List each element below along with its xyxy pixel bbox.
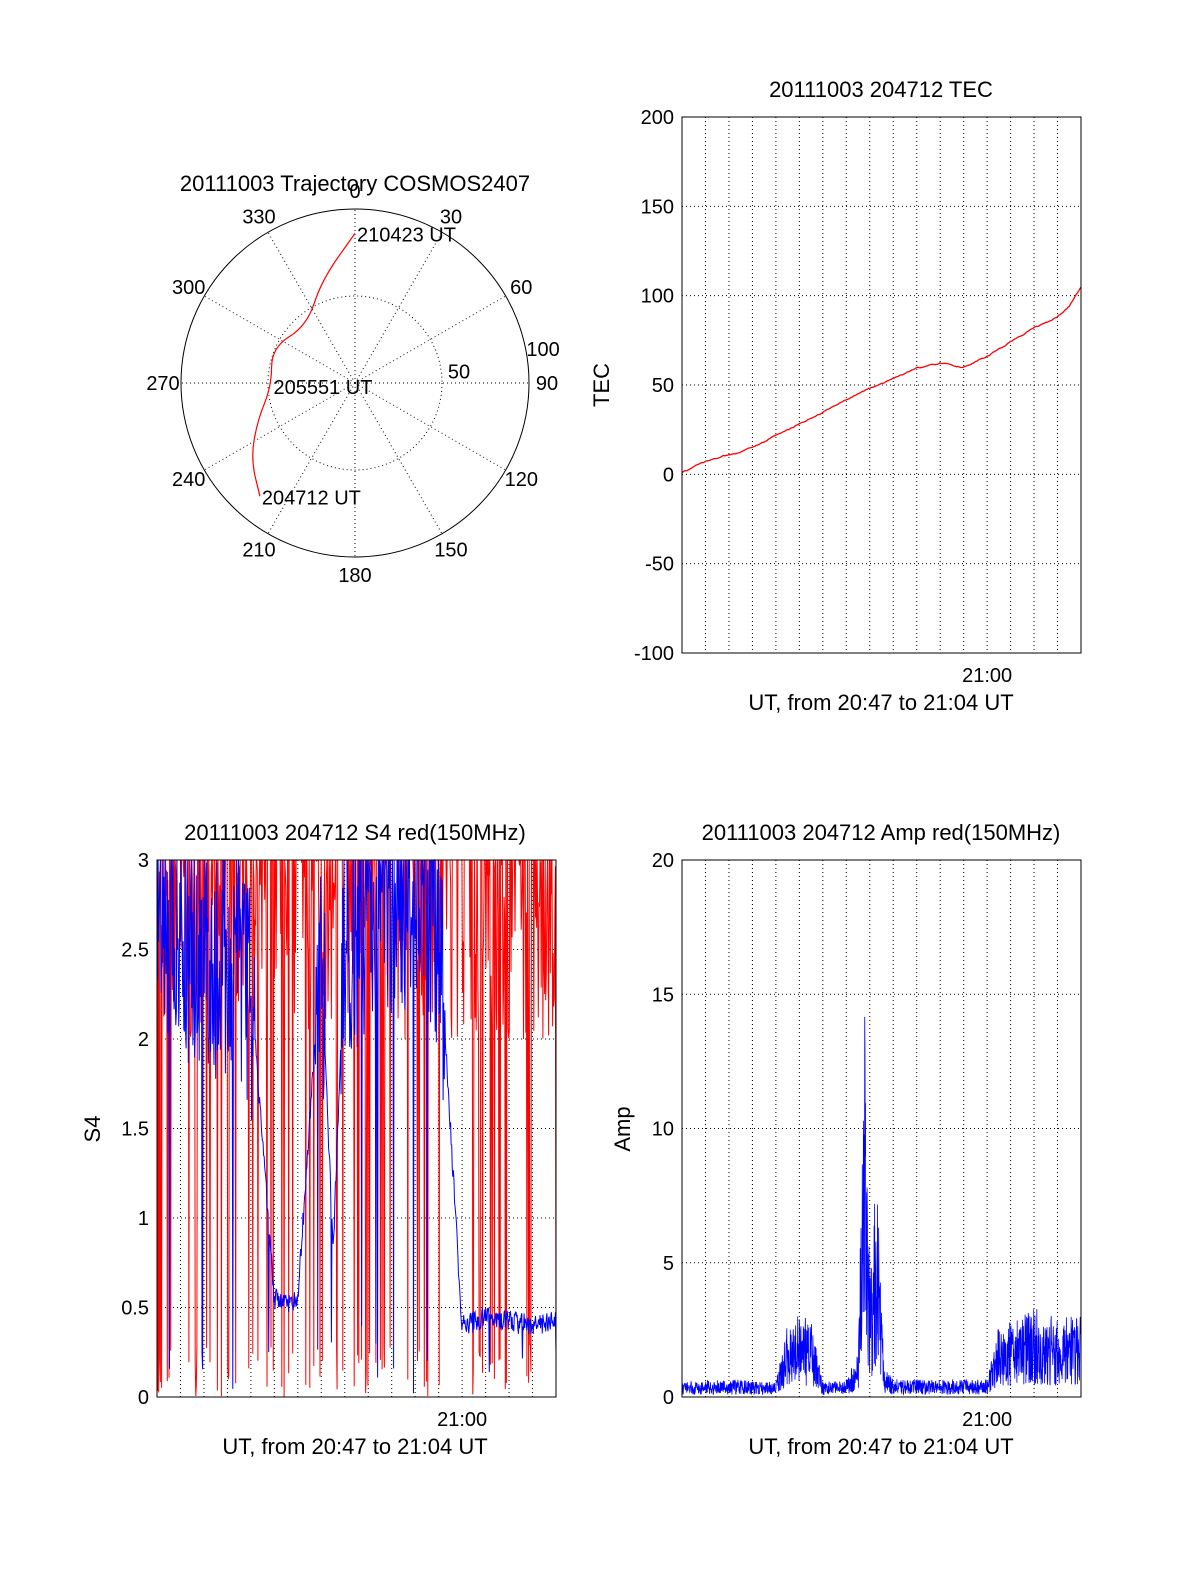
trajectory-annotation: 205551 UT (274, 377, 373, 399)
polar-spoke (354, 232, 443, 384)
trajectory-annotations: 210423 UT 205551 UT 204712 UT (262, 224, 456, 509)
amp-series (681, 1016, 1082, 1396)
amp-xlabel: UT, from 20:47 to 21:04 UT (748, 1434, 1013, 1459)
amp-title: 20111003 204712 Amp red(150MHz) (702, 820, 1061, 845)
polar-spoke (354, 382, 506, 471)
amp-ylabel: Amp (610, 1106, 635, 1151)
polar-spoke (267, 232, 356, 384)
tec-ylabel: TEC (589, 363, 614, 407)
zenith-label: 50 (448, 361, 470, 383)
polar-labels: 0 30 60 90 120 150 180 210 240 270 300 330 50 100 (146, 181, 559, 587)
tec-plot: -100 -50 0 50 100 150 200 21:00 (634, 107, 1082, 687)
azimuth-label: 240 (172, 469, 205, 491)
y-tick-label: 2.5 (121, 940, 149, 962)
azimuth-label: 300 (172, 277, 205, 299)
polar-spoke (267, 382, 356, 534)
y-tick-label: 0.5 (121, 1298, 149, 1320)
x-tick-label: 21:00 (437, 1409, 487, 1431)
azimuth-label: 210 (242, 539, 275, 561)
y-tick-label: 15 (652, 984, 674, 1006)
x-tick-label: 21:00 (962, 1409, 1012, 1431)
y-tick-label: 50 (652, 375, 674, 397)
plot-frame (156, 859, 557, 1398)
tec-panel: 20111003 204712 TEC -100 -50 0 50 100 150 200 2… (589, 77, 1082, 715)
polar-outer-circle (180, 208, 530, 558)
y-tick-label: 1.5 (121, 1119, 149, 1141)
polar-ring-50 (267, 295, 443, 471)
s4-plot: 0 0.5 1 1.5 2 2.5 3 21:00 (121, 850, 557, 1431)
azimuth-label: 180 (338, 565, 371, 587)
polar-spoke (204, 382, 356, 471)
tec-series-line (681, 286, 1082, 474)
zenith-label: 100 (526, 339, 559, 361)
y-tick-label: 3 (138, 850, 149, 872)
y-tick-label: 1 (138, 1208, 149, 1230)
polar-spoke (204, 295, 356, 384)
azimuth-label: 270 (146, 373, 179, 395)
amp-plot: 0 5 10 15 20 21:00 (652, 850, 1082, 1431)
y-tick-label: 0 (663, 1387, 674, 1409)
plot-frame (681, 116, 1082, 654)
y-tick-label: 0 (663, 464, 674, 486)
y-tick-label: 0 (138, 1387, 149, 1409)
azimuth-label: 30 (440, 207, 462, 229)
s4-title: 20111003 204712 S4 red(150MHz) (184, 820, 526, 845)
y-tick-label: 200 (641, 107, 674, 129)
polar-spoke (354, 382, 443, 534)
y-tick-label: 100 (641, 286, 674, 308)
y-tick-label: -50 (645, 554, 674, 576)
tec-xlabel: UT, from 20:47 to 21:04 UT (748, 690, 1013, 715)
trajectory-series (252, 233, 356, 497)
y-tick-label: 10 (652, 1119, 674, 1141)
s4-ylabel: S4 (80, 1116, 105, 1143)
s4-panel: 20111003 204712 S4 red(150MHz) 0 0.5 1 1.5 2… (80, 820, 557, 1459)
trajectory-line (252, 233, 356, 497)
polar-grid (180, 208, 530, 558)
azimuth-label: 150 (434, 539, 467, 561)
y-tick-label: 150 (641, 196, 674, 218)
azimuth-label: 120 (505, 469, 538, 491)
y-tick-label: 2 (138, 1029, 149, 1051)
amp-panel: 20111003 204712 Amp red(150MHz) 0 5 10 15 20… (610, 820, 1082, 1459)
trajectory-annotation: 204712 UT (262, 487, 361, 509)
azimuth-label: 330 (242, 207, 275, 229)
trajectory-annotation: 210423 UT (357, 224, 456, 246)
tec-title: 20111003 204712 TEC (769, 77, 993, 102)
trajectory-panel: 20111003 Trajectory COSMOS2407 0 30 60 90 12… (146, 171, 559, 587)
trajectory-title: 20111003 Trajectory COSMOS2407 (180, 171, 530, 196)
y-tick-label: 5 (663, 1253, 674, 1275)
y-tick-label: -100 (634, 643, 674, 665)
azimuth-label: 60 (510, 277, 532, 299)
polar-spoke (354, 295, 506, 384)
azimuth-label: 0 (349, 181, 360, 203)
plot-frame (681, 859, 1082, 1398)
azimuth-label: 90 (536, 373, 558, 395)
s4-xlabel: UT, from 20:47 to 21:04 UT (222, 1434, 487, 1459)
y-tick-label: 20 (652, 850, 674, 872)
x-tick-label: 21:00 (962, 665, 1012, 687)
